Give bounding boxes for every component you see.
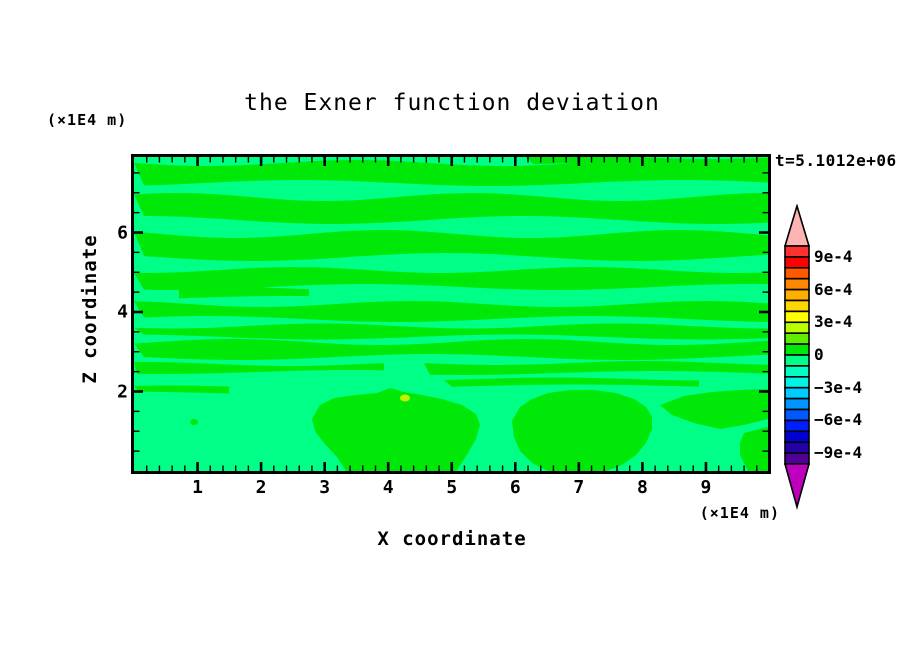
z-tick-label: 6	[117, 222, 128, 243]
contour-positive-blob	[660, 389, 768, 429]
colorbar-segment	[784, 266, 810, 280]
x-tick-label: 2	[255, 477, 267, 498]
z-tick-label: 2	[117, 381, 128, 402]
colorbar-arrow-bottom	[783, 463, 811, 510]
x-axis-tick-labels: 1 2 3 4 5 6 7 8 9	[134, 477, 768, 499]
contour-positive-band	[134, 230, 768, 261]
colorbar-segment	[784, 441, 810, 454]
colorbar-tick-label: 3e-4	[814, 312, 853, 332]
colorbar-segment	[784, 386, 810, 400]
plot-area	[131, 154, 771, 474]
z-axis-unit-label: (×1E4 m)	[47, 111, 128, 129]
colorbar-segment	[784, 397, 810, 411]
colorbar-tick-label: −9e-4	[814, 443, 863, 463]
x-tick-label: 8	[636, 477, 648, 498]
colorbar-segment	[784, 452, 810, 465]
colorbar-segment	[784, 277, 810, 291]
x-axis-title: X coordinate	[377, 528, 527, 550]
contour-positive-blob	[512, 390, 652, 471]
contour-positive-band	[525, 157, 768, 167]
x-tick-label: 1	[192, 477, 203, 498]
colorbar-arrow-top	[783, 204, 811, 247]
colorbar-segment	[784, 343, 810, 356]
colorbar-segment	[784, 321, 810, 335]
x-tick-label: 5	[446, 477, 458, 498]
contour-positive-band	[134, 323, 768, 340]
contour-positive-blob	[740, 427, 768, 471]
colorbar-segment	[784, 354, 810, 367]
colorbar	[783, 204, 811, 510]
z-axis-tick-labels: 2 4 6	[96, 154, 128, 472]
contour-extremum-dot	[400, 394, 410, 402]
contour-positive-band	[134, 160, 768, 186]
colorbar-segment	[784, 256, 810, 269]
contour-plot	[134, 157, 768, 471]
colorbar-tick-label: 9e-4	[814, 246, 853, 266]
colorbar-segment	[784, 365, 810, 378]
x-tick-label: 6	[509, 477, 521, 498]
x-tick-label: 3	[319, 477, 331, 498]
contour-positive-band	[424, 361, 768, 375]
colorbar-tick-label: 0	[814, 345, 824, 364]
chart-title: the Exner function deviation	[244, 90, 660, 116]
z-axis-title: Z coordinate	[79, 234, 101, 384]
axis-ticks	[134, 157, 768, 471]
colorbar-segment	[784, 245, 810, 258]
colorbar-segment	[784, 288, 810, 302]
colorbar-labels: 9e-4 6e-4 3e-4 0 −3e-4 −6e-4 −9e-4	[814, 204, 894, 512]
colorbar-segment	[784, 419, 810, 433]
x-axis-unit-label: (×1E4 m)	[699, 504, 780, 522]
colorbar-segment	[784, 332, 810, 345]
contour-positive-band	[134, 301, 768, 322]
x-tick-label: 7	[573, 477, 585, 498]
z-tick-label: 4	[117, 301, 128, 323]
contour-positive-blob	[312, 388, 480, 471]
contour-positive-band	[134, 339, 768, 360]
colorbar-segment	[784, 376, 810, 389]
contour-extremum-dot	[190, 419, 198, 425]
colorbar-segment	[784, 408, 810, 422]
colorbar-tick-label: 6e-4	[814, 279, 853, 299]
contour-positive-band	[134, 193, 768, 224]
colorbar-segment	[784, 430, 810, 444]
contour-positive-band	[444, 377, 699, 387]
contour-positive-band	[179, 286, 309, 299]
x-tick-label: 4	[382, 477, 394, 498]
colorbar-tick-label: −3e-4	[814, 377, 863, 397]
time-annotation: t=5.1012e+06	[775, 151, 897, 170]
contour-positive-band	[134, 267, 768, 290]
colorbar-tick-label: −6e-4	[814, 410, 863, 430]
colorbar-segment	[784, 310, 810, 324]
contour-positive-band	[134, 385, 229, 394]
contour-positive-band	[134, 362, 384, 374]
colorbar-segment	[784, 299, 810, 313]
x-tick-label: 9	[700, 477, 712, 498]
